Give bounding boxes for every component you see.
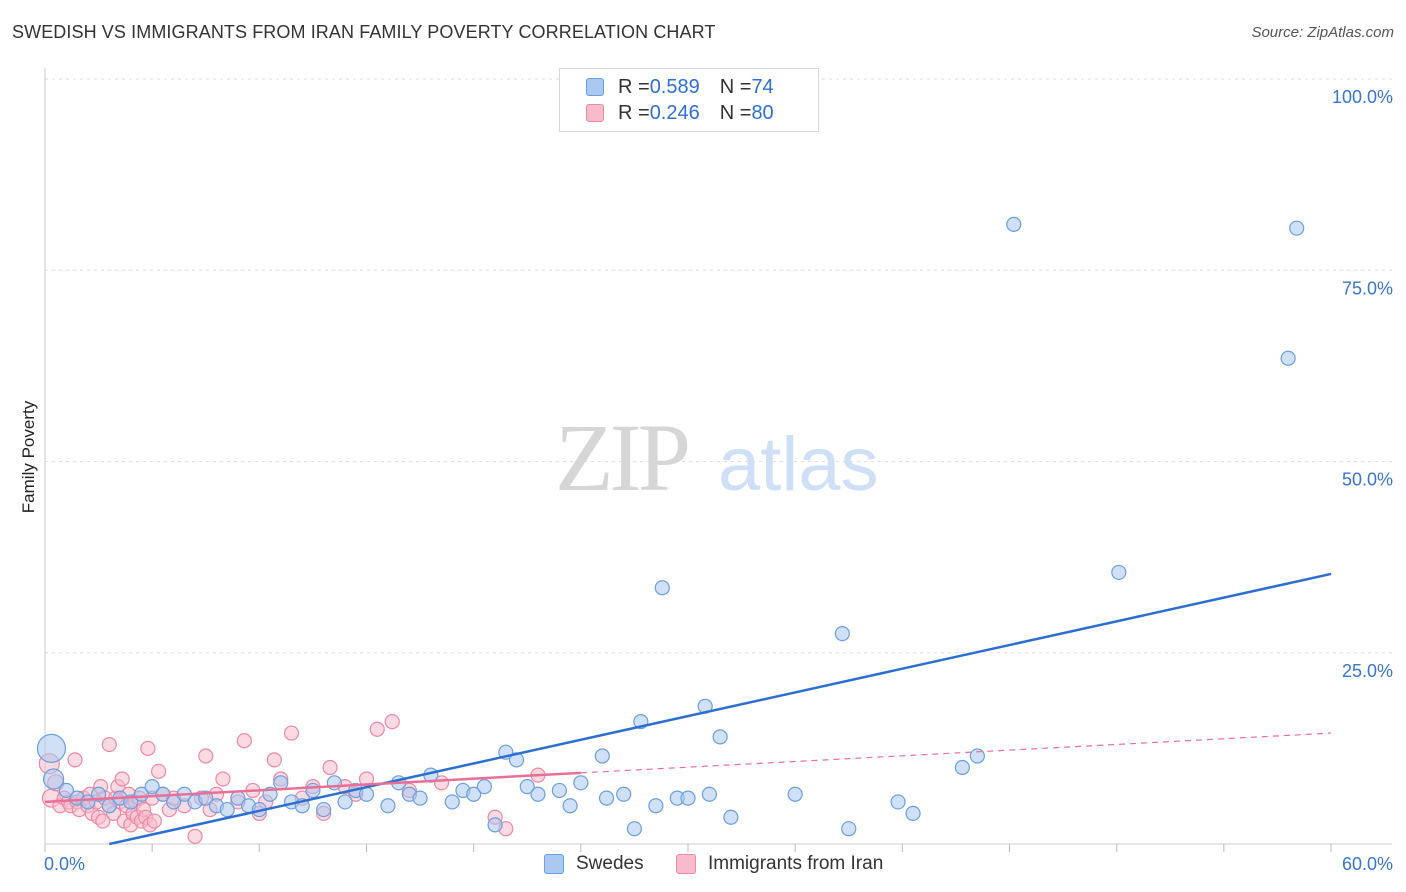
swedes-point bbox=[42, 768, 65, 790]
axes bbox=[44, 68, 1392, 852]
swedes-point bbox=[890, 794, 906, 810]
y-tick-label: 75.0% bbox=[1342, 278, 1393, 298]
iran-point bbox=[322, 759, 338, 776]
iran-point bbox=[146, 813, 162, 829]
legend-r-label: R = bbox=[618, 75, 650, 98]
bottom-legend-swatch-swedes bbox=[544, 854, 564, 874]
legend-row-swedes: R = 0.589 N = 74 bbox=[586, 74, 774, 100]
iran-point bbox=[95, 813, 111, 829]
swedes-point bbox=[305, 782, 321, 799]
y-tick-labels: 25.0% 50.0% 75.0% 100.0% bbox=[1332, 87, 1393, 681]
legend-r-value-iran: 0.246 bbox=[649, 101, 700, 124]
swedes-point bbox=[144, 779, 160, 795]
swedes-trend-line bbox=[109, 572, 1332, 846]
swedes-point bbox=[654, 580, 670, 596]
swedes-point bbox=[487, 817, 503, 833]
swedes-point bbox=[954, 759, 970, 776]
legend-n-label: N = bbox=[719, 101, 752, 124]
bottom-legend-swatch-iran bbox=[676, 854, 696, 874]
swedes-point bbox=[598, 790, 615, 806]
legend-r-value-swedes: 0.589 bbox=[649, 75, 700, 98]
iran-point bbox=[369, 721, 385, 737]
swedes-point bbox=[841, 821, 857, 837]
bottom-legend-label-swedes: Swedes bbox=[576, 853, 644, 874]
iran-point bbox=[236, 733, 252, 749]
y-axis-label: Family Poverty bbox=[19, 400, 38, 513]
bottom-legend-label-iran: Immigrants from Iran bbox=[708, 853, 884, 874]
swedes-point bbox=[680, 790, 696, 806]
x-tick-label-min: 0.0% bbox=[44, 854, 85, 874]
legend-n-label: N = bbox=[719, 75, 752, 98]
swedes-point bbox=[626, 821, 643, 837]
iran-point bbox=[114, 771, 130, 787]
swedes-point bbox=[551, 782, 568, 799]
swedes-point bbox=[787, 786, 803, 802]
legend-swatch-iran bbox=[586, 104, 604, 122]
swedes-point bbox=[905, 805, 921, 822]
swedes-point bbox=[1289, 220, 1305, 236]
watermark: ZIP atlas bbox=[555, 404, 879, 511]
iran-point bbox=[67, 752, 83, 768]
swedes-point bbox=[380, 798, 396, 814]
x-tick-label-max: 60.0% bbox=[1342, 854, 1393, 874]
swedes-point bbox=[712, 729, 728, 745]
iran-point bbox=[198, 748, 214, 764]
swedes-point bbox=[58, 782, 75, 799]
swedes-point bbox=[834, 626, 850, 642]
swedes-point bbox=[594, 748, 610, 764]
legend-row-iran: R = 0.246 N = 80 bbox=[586, 100, 774, 126]
legend-n-value-iran: 80 bbox=[751, 101, 774, 124]
iran-point bbox=[101, 736, 117, 753]
swedes-point bbox=[412, 790, 428, 806]
trend-lines bbox=[44, 572, 1332, 846]
iran-point bbox=[283, 725, 300, 741]
iran-point bbox=[187, 828, 203, 844]
iran-point bbox=[215, 771, 231, 787]
legend-r-label: R = bbox=[618, 101, 650, 124]
bottom-legend-iran: Immigrants from Iran bbox=[676, 851, 883, 877]
correlation-legend: R = 0.589 N = 74 R = 0.246 N = 80 bbox=[559, 68, 819, 132]
bottom-legend-swedes: Swedes bbox=[544, 851, 644, 877]
legend-n-value-swedes: 74 bbox=[751, 75, 774, 98]
swedes-point bbox=[969, 748, 985, 764]
x-tick-labels: 0.0% 60.0% bbox=[44, 854, 1393, 874]
swedes-point bbox=[444, 794, 460, 810]
swedes-point bbox=[1006, 216, 1022, 232]
swedes-point bbox=[701, 786, 718, 802]
swedes-point bbox=[36, 733, 67, 763]
swedes-point bbox=[519, 779, 535, 795]
swedes-point bbox=[530, 786, 546, 802]
iran-trend-line-extrapolated bbox=[580, 732, 1332, 774]
swedes-point bbox=[337, 794, 353, 810]
watermark-atlas: atlas bbox=[718, 422, 879, 507]
iran-trend-line bbox=[44, 771, 581, 804]
iran-point bbox=[266, 752, 282, 768]
iran-point bbox=[150, 763, 167, 779]
swedes-point bbox=[616, 786, 632, 802]
swedes-point bbox=[648, 798, 664, 814]
legend-swatch-swedes bbox=[586, 78, 604, 96]
swedes-point bbox=[1280, 350, 1296, 366]
y-tick-label: 25.0% bbox=[1342, 661, 1393, 681]
iran-point bbox=[384, 713, 400, 730]
series-swedes-points bbox=[36, 216, 1305, 837]
swedes-point bbox=[1111, 564, 1127, 581]
swedes-point bbox=[573, 775, 589, 791]
swedes-point bbox=[219, 801, 235, 818]
chart-source: Source: ZipAtlas.com bbox=[1251, 24, 1394, 41]
swedes-point bbox=[723, 809, 739, 825]
y-tick-label: 100.0% bbox=[1332, 87, 1393, 107]
swedes-point bbox=[466, 786, 482, 802]
y-tick-label: 50.0% bbox=[1342, 470, 1393, 490]
swedes-point bbox=[476, 779, 492, 795]
swedes-point bbox=[316, 801, 332, 818]
iran-point bbox=[140, 740, 156, 756]
grid bbox=[45, 78, 1392, 654]
chart-title: SWEDISH VS IMMIGRANTS FROM IRAN FAMILY P… bbox=[12, 22, 716, 42]
watermark-zip: ZIP bbox=[555, 404, 688, 511]
swedes-point bbox=[562, 798, 578, 814]
